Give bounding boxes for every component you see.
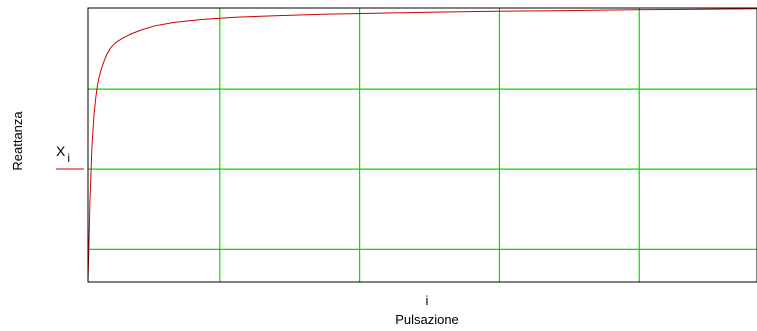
legend-series-name: X	[56, 143, 66, 159]
x-index-label: i	[426, 293, 429, 308]
legend-series-subscript: i	[67, 151, 70, 165]
plot-frame	[87, 7, 757, 283]
svg-text:Xi: Xi	[56, 143, 70, 165]
series-line-x	[87, 8, 757, 283]
y-axis-label: Reattanza	[10, 111, 25, 171]
x-axis-label: Pulsazione	[395, 312, 459, 327]
grid-lines	[88, 8, 757, 282]
